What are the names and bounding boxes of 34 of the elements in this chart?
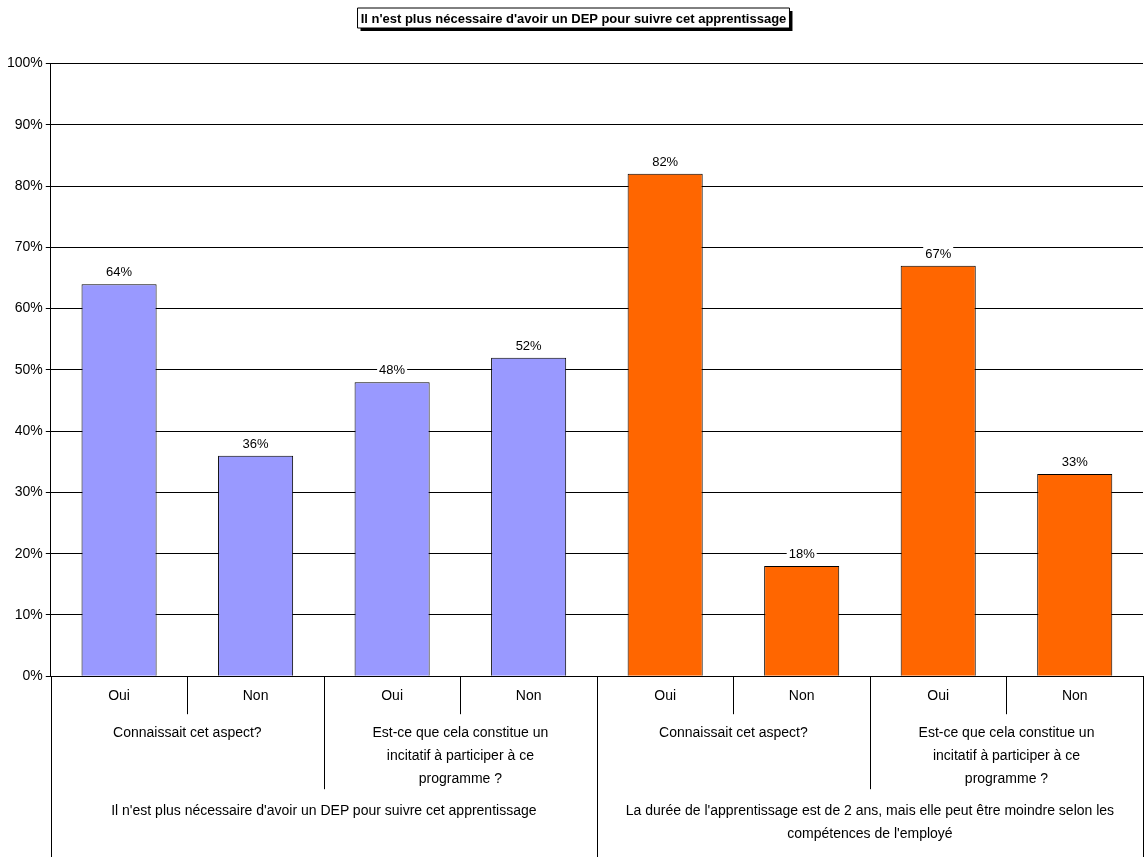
x-tick-label: Non (515, 687, 542, 704)
data-label: 18% (788, 546, 816, 562)
data-label: 52% (515, 337, 543, 353)
data-label: 82% (652, 153, 679, 169)
text: Il n'est plus nécessaire d'avoir un DEP pour suivre cet apprentissage (111, 802, 537, 819)
data-label: 36% (242, 435, 270, 451)
y-tick-label: 30% (14, 483, 43, 500)
y-tick-label: 80% (14, 176, 43, 193)
data-label: 64% (106, 264, 133, 280)
text: Connaissait cet aspect? (113, 724, 262, 741)
y-tick-label: 90% (14, 115, 43, 132)
data-label: 48% (379, 362, 406, 378)
text: Connaissait cet aspect? (659, 724, 808, 741)
y-tick-label: 100% (6, 54, 43, 71)
y-tick-label: 70% (14, 238, 43, 255)
y-tick-label: 0% (22, 667, 43, 684)
x-tick-label: Non (788, 687, 815, 704)
x-tick-label: Oui (927, 687, 950, 704)
data-label: 67% (925, 245, 952, 261)
x-tick-label: Non (242, 687, 269, 704)
y-tick-label: 50% (14, 360, 43, 377)
x-tick-label: Oui (654, 687, 677, 704)
y-tick-label: 60% (14, 299, 43, 316)
x-tick-label: Non (1061, 687, 1088, 704)
chart-title: Il n'est plus nécessaire d'avoir un DEP pour suivre cet apprentissage (360, 10, 787, 26)
y-tick-label: 10% (14, 605, 43, 622)
text: La durée de l'apprentissage est de 2 ans, mais elle peut être moindre selon les compétences de l'employé (625, 802, 1115, 842)
x-tick-label: Oui (381, 687, 404, 704)
y-tick-label: 40% (14, 422, 43, 439)
text: Est-ce que cela constitue un incitatif à participer à ce programme ? (372, 724, 549, 787)
y-tick-label: 20% (14, 544, 43, 561)
text: Est-ce que cela constitue un incitatif à participer à ce programme ? (918, 724, 1095, 787)
data-label: 33% (1061, 454, 1089, 470)
x-tick-label: Oui (108, 687, 130, 704)
